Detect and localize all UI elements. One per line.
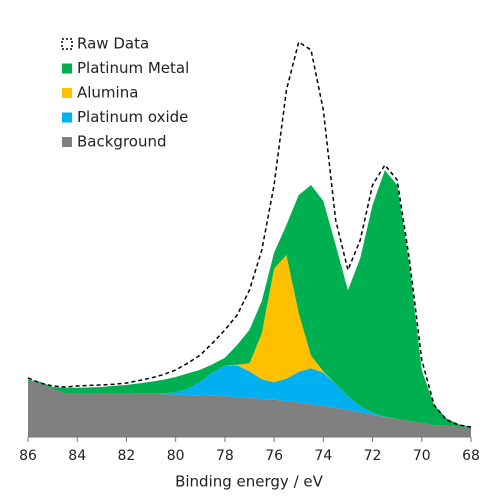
legend-label: Background bbox=[77, 133, 167, 151]
x-axis-title: Binding energy / eV bbox=[175, 473, 324, 491]
x-tick-label: 84 bbox=[68, 448, 86, 464]
legend-swatch bbox=[62, 63, 72, 74]
x-tick-label: 72 bbox=[364, 448, 382, 464]
x-tick-label: 70 bbox=[413, 448, 431, 464]
x-tick-label: 78 bbox=[216, 448, 234, 464]
x-tick-label: 86 bbox=[19, 448, 37, 464]
legend-swatch bbox=[61, 38, 73, 50]
area-layer bbox=[28, 381, 471, 437]
legend-label: Platinum Metal bbox=[77, 59, 189, 77]
x-tick-label: 76 bbox=[265, 448, 283, 464]
legend-label: Platinum oxide bbox=[77, 108, 188, 126]
legend-swatch bbox=[62, 88, 72, 98]
area-layer bbox=[28, 170, 471, 427]
area-layer bbox=[28, 365, 471, 427]
x-tick-label: 80 bbox=[167, 448, 185, 464]
x-tick-label: 82 bbox=[118, 448, 136, 464]
x-tick-label: 68 bbox=[462, 448, 480, 464]
legend-label: Raw Data bbox=[77, 35, 149, 53]
legend-swatch bbox=[62, 112, 72, 123]
data-line bbox=[27, 40, 472, 428]
x-tick-label: 74 bbox=[314, 448, 332, 464]
legend-swatch bbox=[62, 137, 72, 147]
legend-label: Alumina bbox=[77, 84, 138, 102]
